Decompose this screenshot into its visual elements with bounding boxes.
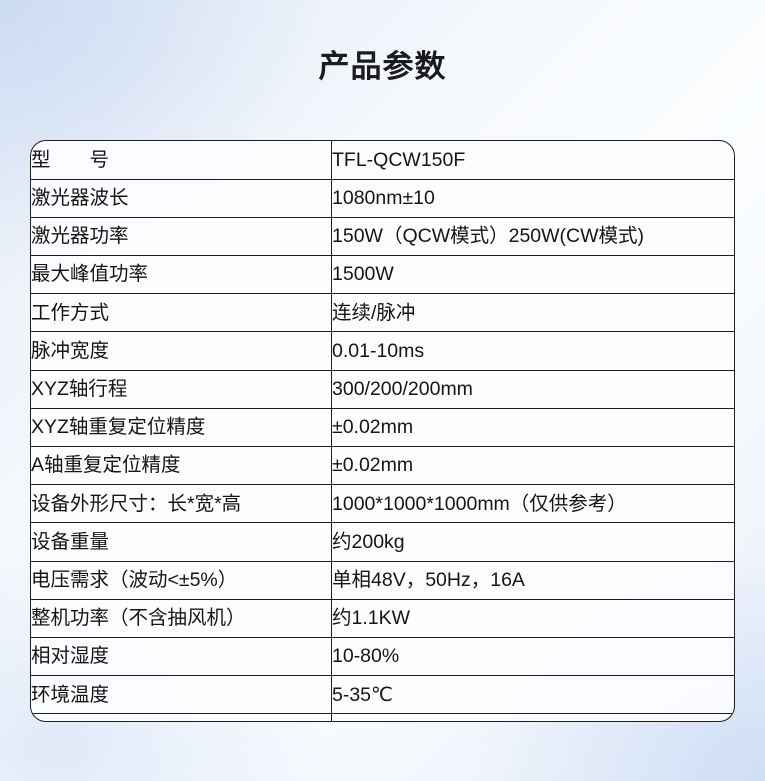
- spec-label-cell: 设备外形尺寸：长*宽*高: [31, 484, 332, 524]
- spec-value-cell: 约1.1KW: [331, 599, 734, 638]
- spec-label-cell: 型 号: [31, 141, 332, 180]
- spec-value-cell: 0.01-10ms: [331, 331, 734, 371]
- spec-table-card: 型 号 TFL-QCW150F 激光器波长 1080nm±10 激光器功率 150W（QC…: [30, 140, 735, 722]
- table-row: 型 号 TFL-QCW150F: [31, 141, 734, 180]
- table-row: 最大峰值功率 1500W: [31, 255, 734, 295]
- spec-label-cell: 设备重量: [31, 522, 332, 562]
- spec-label-cell: 环境温度: [31, 675, 332, 715]
- table-row: 工作方式 连续/脉冲: [31, 293, 734, 333]
- table-row: 脉冲宽度 0.01-10ms: [31, 331, 734, 371]
- table-row: 设备外形尺寸：长*宽*高 1000*1000*1000mm（仅供参考）: [31, 484, 734, 524]
- table-row: 相对湿度 10-80%: [31, 637, 734, 677]
- spec-label-cell: XYZ轴重复定位精度: [31, 408, 332, 448]
- spec-table-body: 型 号 TFL-QCW150F 激光器波长 1080nm±10 激光器功率 150W（QC…: [31, 141, 735, 721]
- spec-label-cell: 相对湿度: [31, 637, 332, 677]
- product-spec-table: 型 号 TFL-QCW150F 激光器波长 1080nm±10 激光器功率 150W（QC…: [31, 141, 735, 721]
- spec-value-cell: 300/200/200mm: [331, 370, 734, 409]
- spec-value-cell: 约200kg: [331, 522, 734, 562]
- table-row: 整机功率（不含抽风机） 约1.1KW: [31, 599, 734, 638]
- table-row: 设备重量 约200kg: [31, 522, 734, 562]
- spec-label-cell: 激光器波长: [31, 179, 332, 218]
- table-bottom-spacer-value: [332, 714, 735, 721]
- page-title: 产品参数: [318, 49, 447, 84]
- table-row: 电压需求（波动<±5%） 单相48V，50Hz，16A: [31, 561, 734, 600]
- spec-label-cell: 整机功率（不含抽风机）: [31, 599, 332, 638]
- spec-value-cell: TFL-QCW150F: [331, 141, 734, 180]
- table-row: A轴重复定位精度 ±0.02mm: [31, 446, 734, 486]
- table-bottom-spacer: [31, 713, 735, 721]
- table-bottom-spacer-label: [31, 713, 332, 721]
- table-row: 环境温度 5-35℃: [31, 675, 734, 715]
- spec-label-cell: 工作方式: [31, 293, 332, 333]
- spec-value-cell: 5-35℃: [331, 675, 734, 715]
- table-row: 激光器功率 150W（QCW模式）250W(CW模式): [31, 217, 734, 257]
- spec-label-cell: 脉冲宽度: [31, 331, 332, 371]
- spec-label-cell: 电压需求（波动<±5%）: [31, 561, 332, 600]
- spec-value-cell: 10-80%: [331, 637, 734, 677]
- spec-value-cell: ±0.02mm: [331, 408, 734, 448]
- spec-value-cell: 单相48V，50Hz，16A: [331, 561, 734, 600]
- table-row: 激光器波长 1080nm±10: [31, 179, 734, 218]
- table-row: XYZ轴行程 300/200/200mm: [31, 370, 734, 409]
- spec-value-cell: 150W（QCW模式）250W(CW模式): [331, 217, 734, 257]
- spec-label-cell: A轴重复定位精度: [31, 446, 332, 486]
- spec-value-cell: 1080nm±10: [331, 179, 734, 218]
- spec-value-cell: 连续/脉冲: [331, 293, 734, 333]
- spec-label-cell: 激光器功率: [31, 217, 332, 257]
- spec-value-cell: ±0.02mm: [331, 446, 734, 486]
- table-row: XYZ轴重复定位精度 ±0.02mm: [31, 408, 734, 448]
- spec-label-cell: XYZ轴行程: [31, 370, 332, 409]
- spec-label-cell: 最大峰值功率: [31, 255, 332, 295]
- spec-value-cell: 1000*1000*1000mm（仅供参考）: [331, 484, 734, 524]
- spec-value-cell: 1500W: [331, 255, 734, 295]
- page-title-container: 产品参数: [0, 48, 765, 85]
